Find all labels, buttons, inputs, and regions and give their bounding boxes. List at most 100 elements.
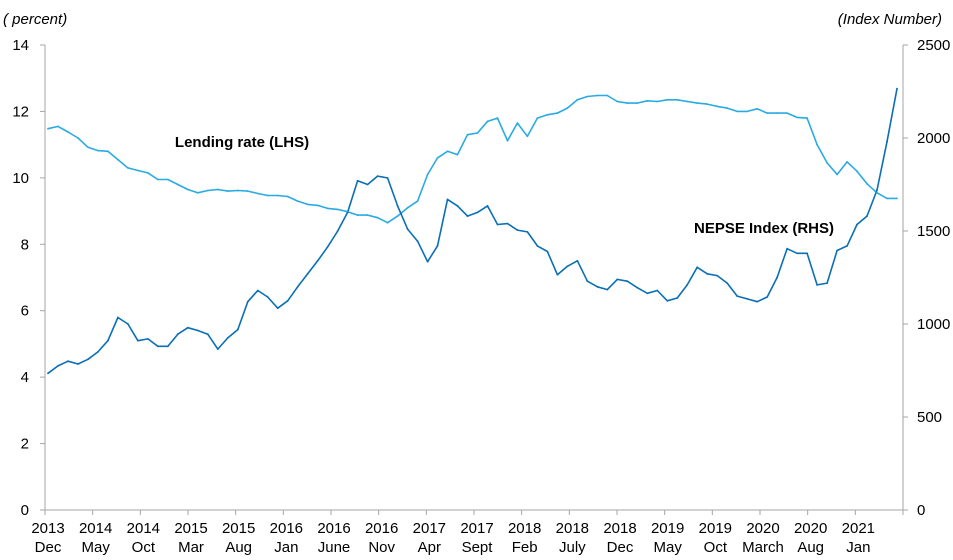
nepse-index-point — [576, 259, 579, 262]
nepse-index-point — [406, 228, 409, 231]
nepse-index-point — [516, 229, 519, 232]
nepse-index-point — [556, 273, 559, 276]
lending-rate-point — [286, 195, 289, 198]
nepse-index-point — [496, 223, 499, 226]
nepse-index-point — [706, 272, 709, 275]
lending-rate-point — [736, 110, 739, 113]
lending-rate-point — [596, 94, 599, 97]
x-tick-year: 2020 — [794, 520, 827, 537]
x-tick-month: March — [742, 539, 784, 556]
x-tick-year: 2019 — [651, 520, 684, 537]
x-tick-month: Feb — [512, 539, 538, 556]
nepse-index-point — [746, 298, 749, 300]
nepse-index-point — [226, 337, 229, 339]
x-tick-year: 2014 — [79, 520, 112, 537]
left-tick-label: 0 — [21, 502, 29, 519]
lending-rate-point — [856, 170, 858, 173]
lending-rate-point — [117, 158, 119, 161]
x-tick-year: 2018 — [603, 520, 636, 537]
x-tick-year: 2016 — [365, 520, 398, 537]
right-tick-label: 1500 — [917, 223, 950, 240]
nepse-index-point — [186, 326, 189, 329]
x-tick-month: Jan — [846, 539, 870, 556]
nepse-index-point — [716, 274, 719, 277]
nepse-index-point — [536, 245, 539, 247]
lending-rate-label: Lending rate (LHS) — [175, 134, 309, 151]
lending-rate-point — [386, 221, 389, 224]
left-tick-label: 4 — [21, 369, 29, 386]
nepse-index-point — [676, 297, 679, 299]
nepse-index-point — [316, 259, 319, 262]
nepse-index-point — [766, 296, 769, 298]
nepse-index-point — [346, 211, 349, 214]
nepse-index-point — [756, 300, 759, 303]
lending-rate-point — [536, 117, 539, 119]
lending-rate-point — [556, 112, 559, 114]
left-tick-label: 8 — [21, 236, 29, 253]
x-tick-month: May — [653, 539, 682, 556]
nepse-index-point — [286, 299, 289, 302]
lending-rate-point — [726, 107, 729, 109]
lending-rate-point — [836, 173, 838, 176]
nepse-index-point — [476, 211, 479, 214]
lending-rate-point — [336, 208, 339, 211]
nepse-index-point — [117, 316, 119, 319]
nepse-index-point — [256, 289, 259, 292]
nepse-index-point — [326, 245, 329, 248]
left-axis-unit: ( percent) — [3, 11, 67, 28]
lending-rate-point — [366, 214, 369, 217]
lending-rate-point — [107, 150, 109, 153]
lending-rate-point — [77, 137, 79, 139]
lending-rate-point — [57, 125, 59, 128]
x-tick-year: 2016 — [270, 520, 303, 537]
nepse-index-point — [586, 280, 589, 283]
lending-rate-point — [576, 98, 579, 101]
nepse-index-point — [636, 286, 639, 289]
right-tick-label: 500 — [917, 409, 942, 426]
x-tick-month: Mar — [178, 539, 204, 556]
left-axis-ticks: 0 2 4 6 8 10 12 14 — [12, 37, 45, 519]
lending-rate-point — [396, 215, 399, 218]
nepse-index-point — [47, 372, 49, 375]
lending-rate-point — [866, 182, 868, 185]
nepse-index-point — [816, 284, 818, 286]
x-tick-year: 2018 — [556, 520, 589, 537]
nepse-index-point — [167, 345, 169, 348]
nepse-index-point — [296, 285, 299, 288]
nepse-index-point — [836, 249, 838, 252]
nepse-index-point — [726, 282, 729, 284]
lending-rate-point — [216, 188, 219, 191]
nepse-index-point — [396, 205, 399, 207]
nepse-index-point — [826, 282, 828, 284]
nepse-index-point — [526, 231, 529, 233]
nepse-index-point — [57, 365, 59, 367]
nepse-index-point — [157, 345, 159, 348]
nepse-index-point — [696, 266, 699, 269]
nepse-index-point — [416, 240, 419, 243]
nepse-index-label: NEPSE Index (RHS) — [694, 220, 834, 237]
lending-rate-point — [676, 98, 679, 101]
nepse-index-point — [137, 339, 139, 342]
x-tick-month: Oct — [704, 539, 728, 556]
lending-rate-point — [616, 100, 619, 103]
nepse-index-point — [446, 198, 449, 201]
lending-rate-point — [466, 133, 469, 136]
lending-rate-point — [646, 99, 649, 102]
lending-rate-point — [776, 112, 778, 114]
lending-rate-point — [256, 192, 259, 195]
x-tick-year: 2021 — [842, 520, 875, 537]
lending-rate-point — [786, 112, 788, 114]
nepse-index-point — [276, 307, 279, 310]
nepse-index-point — [896, 87, 898, 90]
lending-rate-point — [326, 207, 329, 210]
lending-rate-point — [586, 95, 589, 98]
lending-rate-point — [276, 194, 279, 197]
lending-rate-point — [226, 190, 229, 193]
x-tick-month: Apr — [418, 539, 441, 556]
nepse-index-point — [436, 245, 439, 247]
lending-rate-point — [476, 132, 479, 134]
nepse-index-point — [216, 348, 219, 350]
nepse-index-point — [786, 247, 788, 250]
x-tick-month: Aug — [225, 539, 252, 556]
lending-rate-point — [376, 216, 379, 219]
